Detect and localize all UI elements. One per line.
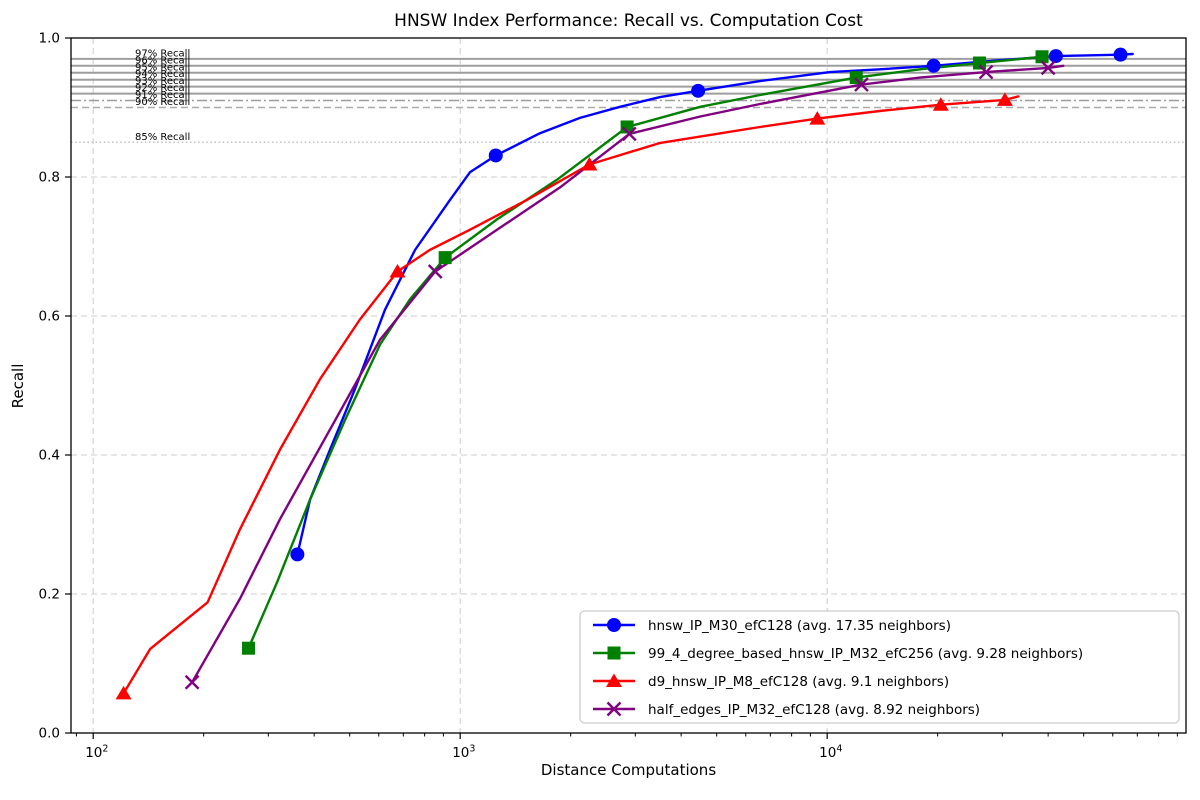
x-marker-icon	[854, 77, 869, 92]
recall-reference-label: 93% Recall	[135, 76, 190, 87]
x-axis-label: Distance Computations	[540, 761, 717, 779]
recall-reference-label: 94% Recall	[135, 69, 190, 80]
circle-marker-icon	[926, 58, 941, 73]
square-marker-icon	[620, 120, 634, 134]
x-tick-label: 103	[452, 744, 475, 762]
square-marker-icon	[1035, 50, 1049, 64]
legend-item-label: 99_4_degree_based_hnsw_IP_M32_efC256 (av…	[648, 646, 1083, 662]
x-marker-icon	[606, 701, 622, 717]
recall-reference-label: 92% Recall	[135, 83, 190, 94]
triangle-up-marker-icon	[581, 156, 598, 171]
legend: hnsw_IP_M30_efC128 (avg. 17.35 neighbors…	[579, 610, 1180, 724]
triangle-up-marker-icon	[932, 97, 949, 111]
y-tick-label: 1.0	[39, 31, 60, 47]
series-line	[122, 95, 1020, 695]
legend-item-label: half_edges_IP_M32_efC128 (avg. 8.92 neig…	[648, 702, 980, 718]
circle-marker-icon	[290, 547, 305, 562]
recall-reference-label: 91% Recall	[135, 90, 190, 101]
legend-item-label: d9_hnsw_IP_M8_efC128 (avg. 9.1 neighbors…	[648, 674, 949, 690]
recall-reference-label: 85% Recall	[135, 132, 190, 143]
square-marker-icon	[849, 71, 863, 85]
series-line	[190, 64, 1065, 684]
triangle-up-marker-icon	[996, 92, 1013, 106]
recall-reference-label: 97% Recall	[135, 48, 190, 59]
square-marker-icon	[242, 641, 256, 655]
y-tick-label: 0.0	[39, 726, 60, 742]
recall-reference-label: 90% Recall	[135, 97, 190, 108]
series-line	[296, 52, 1134, 556]
recall-reference-label: 96% Recall	[135, 55, 190, 66]
y-tick-label: 0.8	[39, 170, 60, 186]
y-tick-label: 0.6	[39, 309, 60, 325]
triangle-up-marker-icon	[389, 264, 406, 278]
legend-item-label: hnsw_IP_M30_efC128 (avg. 17.35 neighbors…	[648, 618, 951, 634]
y-tick-label: 0.4	[39, 448, 60, 464]
x-marker-icon	[1040, 60, 1056, 76]
recall-reference-label: 95% Recall	[135, 62, 190, 73]
triangle-up-marker-icon	[606, 673, 622, 687]
square-marker-icon	[438, 251, 452, 265]
circle-marker-icon	[1113, 47, 1128, 62]
legend-box	[579, 610, 1180, 724]
plot-border	[70, 37, 1187, 734]
y-axis-label: Recall	[9, 363, 27, 409]
circle-marker-icon	[691, 83, 706, 98]
triangle-up-marker-icon	[809, 111, 826, 125]
x-marker-icon	[184, 674, 200, 690]
x-marker-icon	[621, 126, 637, 142]
x-marker-icon	[978, 64, 994, 80]
triangle-up-marker-icon	[115, 685, 132, 700]
x-tick-label: 102	[85, 744, 108, 762]
y-tick-label: 0.2	[39, 587, 60, 603]
circle-marker-icon	[607, 618, 621, 632]
x-tick-label: 104	[819, 744, 842, 762]
x-marker-icon	[427, 264, 443, 279]
square-marker-icon	[607, 646, 621, 660]
square-marker-icon	[972, 56, 986, 70]
circle-marker-icon	[488, 148, 503, 163]
chart-title: HNSW Index Performance: Recall vs. Compu…	[394, 11, 863, 31]
circle-marker-icon	[1048, 49, 1063, 64]
